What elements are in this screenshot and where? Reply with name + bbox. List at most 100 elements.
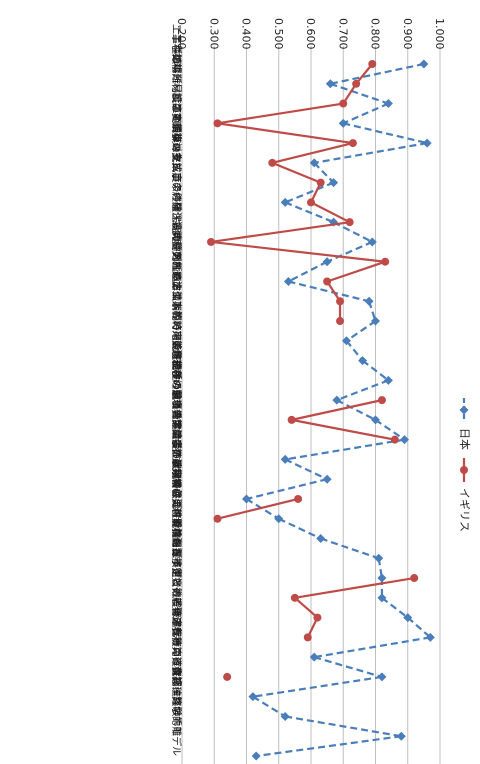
series-line-segment: [288, 280, 370, 303]
category-axis-labels: 工事種類工事の場所工事難易度工期工事の規模材料・材料の変動リスク設計・積算の完成…: [170, 24, 183, 756]
data-point: [377, 593, 387, 603]
series-line-segment: [326, 240, 373, 263]
data-point: [280, 454, 290, 464]
data-point: [410, 574, 419, 583]
data-point: [303, 633, 312, 642]
category-label: 手持ち工事量: [170, 518, 183, 578]
series-line-segment: [278, 517, 322, 540]
category-label: 一般管理費等の確保: [170, 587, 183, 677]
category-label: 現場労働者の雇用条件: [170, 399, 183, 499]
legend-label: イギリス: [458, 488, 471, 532]
series-line-segment: [361, 359, 390, 382]
data-point: [348, 139, 357, 148]
data-point: [251, 751, 261, 761]
series-line-segment: [284, 181, 334, 204]
data-point: [223, 672, 232, 681]
series-line-segment: [342, 122, 428, 145]
data-point: [377, 573, 387, 583]
series-line-segment: [407, 616, 432, 639]
series-line-segment: [285, 438, 405, 461]
series-line-segment: [252, 695, 286, 718]
series-group: [207, 59, 435, 761]
data-point: [390, 435, 399, 444]
series-line-segment: [333, 221, 373, 243]
data-point: [377, 672, 387, 682]
series-line-segment: [381, 596, 409, 619]
data-point: [274, 514, 284, 524]
data-point: [316, 534, 326, 544]
data-point: [248, 692, 258, 702]
category-label: 入札の準備期間: [170, 251, 183, 321]
data-point: [403, 613, 413, 623]
category-label: 契約の種類: [170, 231, 183, 281]
value-axis-ticks: 0.200 0.300 0.400 0.500 0.600 0.700 0.800 0.900…: [175, 18, 446, 50]
data-point: [332, 395, 342, 405]
data-point: [309, 652, 319, 662]
data-point: [325, 79, 335, 89]
data-point: [419, 59, 429, 69]
data-point: [336, 317, 345, 326]
category-label: 資金調達: [170, 657, 183, 697]
series-line-segment: [246, 478, 328, 501]
category-label: 工事難易度: [170, 54, 183, 104]
data-point: [339, 99, 348, 108]
category-label: 競争相手の数: [170, 340, 183, 400]
tick-label: 0.600: [304, 18, 317, 50]
data-point: [371, 415, 380, 425]
series-line-segment: [345, 320, 377, 342]
tick-label: 0.800: [369, 18, 382, 50]
data-point: [341, 336, 351, 346]
category-label: 工事種類: [170, 24, 183, 64]
series-japan: [242, 59, 435, 761]
category-label: マーケットシェアの確保: [170, 112, 183, 222]
data-point: [242, 494, 251, 504]
legend-swatch-marker: [459, 405, 469, 415]
category-label: 対象工事の経験・能力: [170, 142, 183, 242]
series-line-segment: [326, 260, 386, 283]
series-line-segment: [285, 715, 402, 738]
category-label: 当該工種の過去の実績: [170, 340, 183, 440]
series-line-segment: [355, 63, 374, 85]
category-label: 過去の経験（元請工事）: [170, 349, 183, 459]
series-line-segment: [291, 418, 396, 441]
category-label: 発注者積算と自社積算の乖離: [170, 606, 183, 736]
category-label: 下請け確保の可能性: [170, 449, 183, 539]
tick-label: 0.900: [401, 18, 414, 50]
data-point: [368, 60, 377, 68]
category-label: 下請けの仕事の必要性: [170, 419, 183, 519]
series-line-segment: [217, 497, 299, 520]
series-line-segment: [210, 221, 350, 244]
series-line-segment: [342, 102, 389, 125]
category-label: 発注者の評判: [170, 202, 183, 262]
series-line-segment: [313, 656, 383, 678]
data-point: [213, 514, 222, 523]
category-label: 資格保有技術者の確保: [170, 518, 183, 618]
legend-swatch-marker: [460, 466, 468, 474]
data-point: [280, 711, 290, 721]
series-line-segment: [245, 498, 280, 520]
category-label: 企業実績の見積もりのタイプと数: [170, 448, 183, 598]
data-point: [307, 198, 315, 207]
tick-label: 1.000: [433, 18, 446, 50]
data-point: [422, 138, 432, 148]
data-point: [280, 197, 290, 207]
series-line-segment: [374, 418, 406, 441]
category-label: 工事の場所: [170, 34, 183, 84]
data-point: [358, 356, 368, 366]
series-line-segment: [294, 597, 319, 619]
series-line-segment: [210, 240, 386, 263]
data-point: [287, 415, 296, 424]
data-point: [345, 218, 354, 227]
series-line-segment: [294, 576, 415, 599]
data-point: [400, 435, 410, 445]
category-label: 競争相手の競争性: [170, 340, 183, 420]
series-line-segment: [291, 399, 383, 421]
data-point: [381, 257, 390, 266]
category-label: 適切な配置予定技術者の確保: [170, 507, 183, 637]
category-label: 積算・数学的モデル: [170, 666, 183, 756]
series-line-segment: [271, 161, 322, 184]
data-point: [367, 237, 377, 247]
series-line-segment: [287, 260, 328, 283]
data-point: [323, 277, 332, 286]
